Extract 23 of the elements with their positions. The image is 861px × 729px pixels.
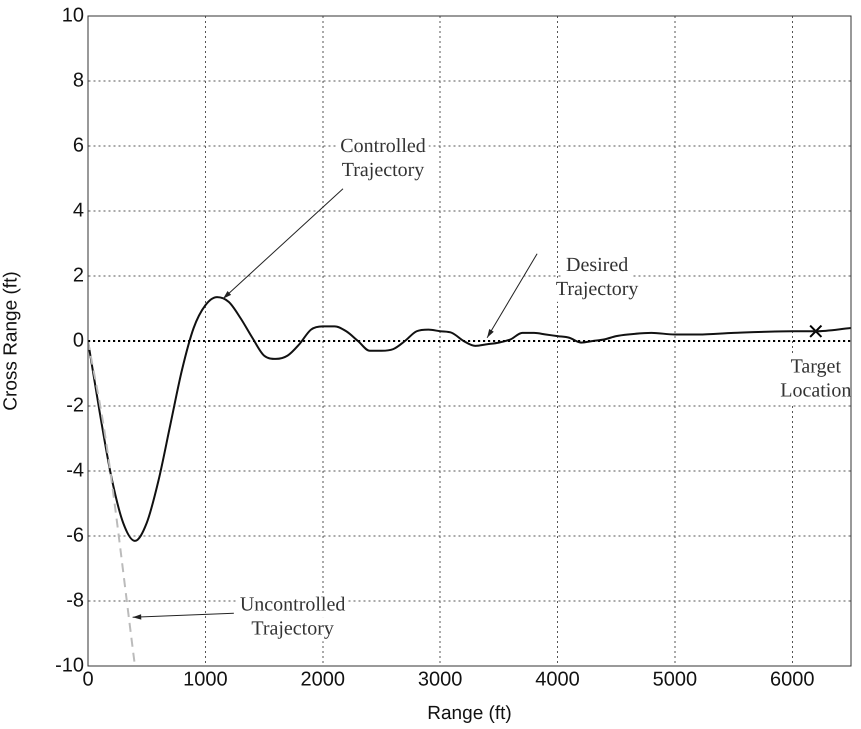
y-tick-label: 4 (72, 200, 84, 222)
y-tick-label: -6 (66, 524, 84, 547)
x-tick-label: 5000 (652, 668, 698, 691)
y-tick-label: -4 (66, 460, 84, 482)
x-tick-label: 4000 (535, 668, 580, 691)
y-tick-label: 6 (72, 134, 84, 157)
annotation: Uncontrolled Trajectory (240, 594, 346, 640)
x-tick-label: 1000 (183, 668, 228, 691)
y-tick-label: -10 (55, 654, 84, 677)
annotation: Target Location (780, 356, 852, 402)
y-tick-label: 0 (72, 330, 84, 352)
x-tick-label: 3000 (418, 668, 462, 691)
y-tick-label: -2 (66, 394, 84, 417)
y-axis-title: Cross Range (ft) (0, 271, 22, 411)
annotation: Controlled Trajectory (340, 135, 426, 181)
x-axis-title: Range (ft) (427, 702, 512, 724)
x-tick-label: 2000 (300, 668, 346, 691)
y-tick-label: 10 (62, 4, 84, 27)
x-tick-label: 6000 (770, 668, 815, 691)
y-tick-label: 2 (72, 264, 84, 287)
y-tick-label: -8 (66, 590, 84, 612)
y-tick-label: 8 (72, 70, 84, 92)
annotation: Desired Trajectory (556, 254, 638, 300)
